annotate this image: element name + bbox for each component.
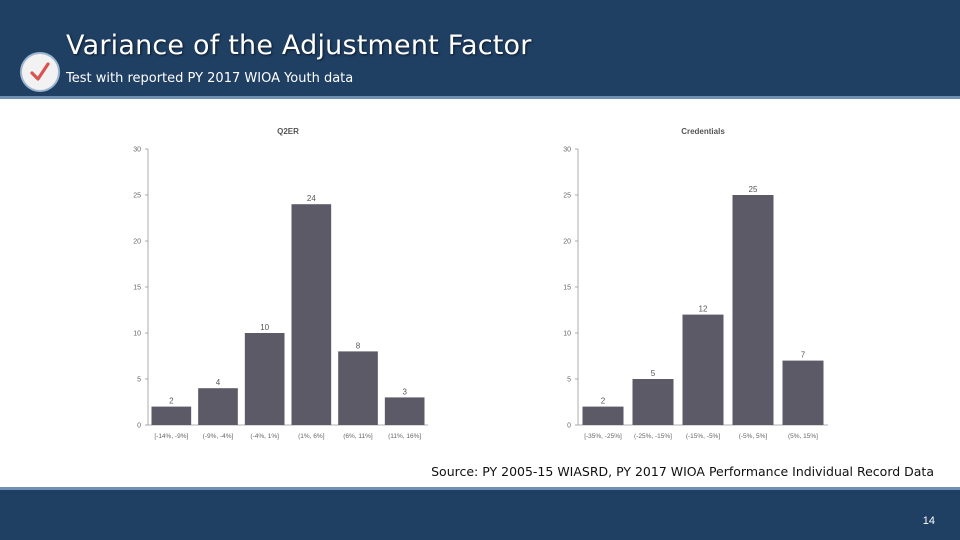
x-tick-label: (5%, 15%]: [788, 433, 818, 440]
x-tick-label: [-35%, -25%]: [584, 433, 622, 440]
x-tick-label: (-15%, -5%]: [686, 433, 721, 440]
credentials-chart-svg: Credentials 0 5 10 15 20 25 30 2 [-35%, -25%] 5 (-2…: [563, 127, 828, 440]
checkmark-icon: [30, 62, 50, 81]
data-label: 4: [216, 378, 221, 387]
data-label: 3: [402, 387, 407, 396]
bar: [582, 406, 624, 425]
bar: [244, 333, 285, 425]
slide-subtitle: Test with reported PY 2017 WIOA Youth da…: [66, 71, 354, 86]
page-number: 14: [922, 515, 935, 527]
y-tick-label: 5: [137, 377, 141, 384]
y-tick-label: 5: [567, 377, 571, 384]
data-label: 7: [801, 351, 806, 360]
chart-title: Q2ER: [277, 127, 299, 136]
bar: [632, 379, 674, 425]
bar: [291, 204, 332, 425]
y-tick-label: 15: [133, 285, 141, 292]
bar: [338, 351, 378, 425]
data-label: 8: [356, 341, 361, 350]
checkmark-badge: [20, 52, 60, 92]
y-tick-label: 10: [133, 331, 141, 338]
x-tick-label: (11%, 16%]: [388, 433, 421, 440]
y-tick-label: 0: [567, 423, 571, 430]
bar: [782, 360, 824, 425]
y-tick-label: 10: [563, 331, 571, 338]
data-label: 2: [169, 397, 174, 406]
x-tick-label: (-4%, 1%]: [250, 433, 279, 440]
q2er-chart-svg: Q2ER 0 5 10 15 20 25 30 2 [-14%, -9%] 4 (-9%, -4%] 1…: [133, 127, 428, 440]
bar: [198, 388, 238, 425]
y-tick-label: 20: [563, 239, 571, 246]
slide-title: Variance of the Adjustment Factor: [66, 30, 532, 61]
y-tick-label: 30: [133, 147, 141, 154]
bar: [682, 314, 724, 425]
data-label: 12: [699, 305, 708, 314]
data-label: 2: [601, 397, 606, 406]
data-label: 10: [260, 323, 269, 332]
chart-q2er: Q2ER 0 5 10 15 20 25 30 2 [-14%, -9%] 4 (-9%, -4%] 1…: [118, 120, 438, 450]
y-tick-label: 25: [563, 193, 571, 200]
x-tick-label: (-9%, -4%]: [203, 433, 234, 440]
y-tick-label: 30: [563, 147, 571, 154]
data-label: 24: [307, 194, 316, 203]
slide-header: Variance of the Adjustment Factor Test w…: [0, 0, 960, 99]
y-tick-label: 25: [133, 193, 141, 200]
x-tick-label: (-5%, 5%]: [739, 433, 768, 440]
data-label: 25: [749, 185, 758, 194]
x-tick-label: (1%, 6%]: [298, 433, 325, 440]
source-note: Source: PY 2005-15 WIASRD, PY 2017 WIOA …: [431, 464, 934, 479]
y-tick-label: 15: [563, 285, 571, 292]
x-tick-label: [-14%, -9%]: [154, 433, 188, 440]
bar: [732, 195, 774, 425]
chart-title: Credentials: [681, 127, 725, 136]
y-tick-label: 20: [133, 239, 141, 246]
slide-footer: 14: [0, 487, 960, 540]
x-tick-label: (-25%, -15%]: [634, 433, 672, 440]
bar: [384, 397, 425, 425]
y-tick-label: 0: [137, 423, 141, 430]
chart-credentials: Credentials 0 5 10 15 20 25 30 2 [-35%, -25%] 5 (-2…: [548, 120, 838, 450]
data-label: 5: [651, 369, 656, 378]
x-tick-label: (6%, 11%]: [343, 433, 373, 440]
bar: [151, 406, 192, 425]
